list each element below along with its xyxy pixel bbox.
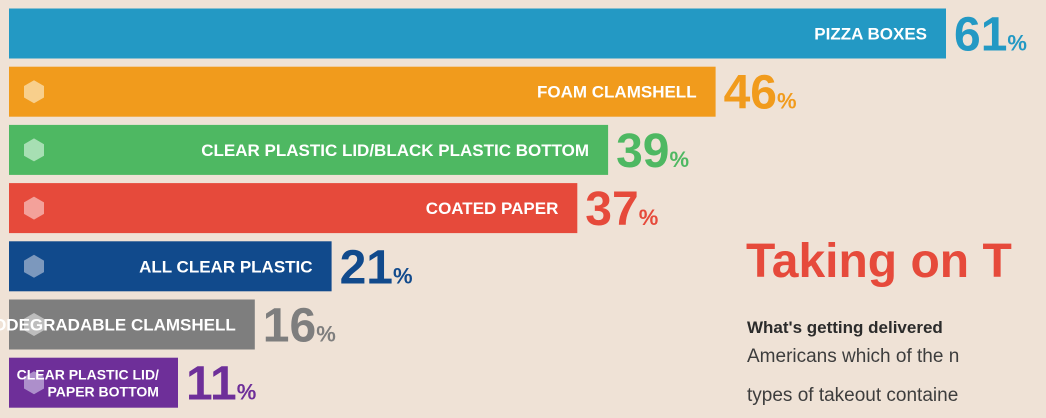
- value-label: 46%: [724, 67, 797, 120]
- value-label: 61%: [954, 9, 1027, 62]
- bar-label: ALL CLEAR PLASTIC: [139, 257, 312, 276]
- bar-group: COATED PAPER 37%: [9, 183, 658, 236]
- hexagon-icon: [24, 138, 44, 162]
- bar: [9, 66, 716, 117]
- bar-label: PIZZA BOXES: [814, 25, 927, 44]
- value-label: 21%: [340, 241, 413, 294]
- bar-label: COATED PAPER: [426, 199, 559, 218]
- bar: [9, 241, 332, 292]
- value-label: 11%: [186, 358, 256, 411]
- bar-group: CLEAR PLASTIC LID/BLACK PLASTIC BOTTOM 39…: [9, 125, 689, 178]
- bar-group: CLEAR PLASTIC LID/PAPER BOTTOM 11%: [9, 357, 256, 411]
- value-label: 37%: [585, 183, 658, 236]
- intro-heading: What's getting delivered: [747, 318, 943, 337]
- hexagon-icon: [24, 371, 44, 395]
- bar-group: BIODEGRADABLE CLAMSHELL 16%: [0, 299, 336, 353]
- bar: [9, 299, 255, 350]
- hexagon-icon: [24, 254, 44, 278]
- hexagon-icon: [24, 196, 44, 220]
- bar-label: CLEAR PLASTIC LID/PAPER BOTTOM: [17, 367, 159, 400]
- value-label: 39%: [616, 125, 689, 178]
- intro-text-line-2: types of takeout containe: [747, 385, 959, 406]
- bar-group: FOAM CLAMSHELL 46%: [9, 66, 797, 120]
- bar-label: CLEAR PLASTIC LID/BLACK PLASTIC BOTTOM: [201, 141, 589, 160]
- bar-group: ALL CLEAR PLASTIC 21%: [9, 241, 413, 294]
- bar: [9, 183, 578, 234]
- bar-label: FOAM CLAMSHELL: [537, 83, 697, 102]
- value-label: 16%: [263, 300, 336, 353]
- bar: [9, 8, 946, 59]
- page-title: Taking on T: [746, 235, 1012, 288]
- hexagon-icon: [24, 80, 44, 104]
- intro-text-line-1: Americans which of the n: [747, 346, 960, 367]
- bar-group: PIZZA BOXES 61%: [9, 8, 1027, 62]
- bar-label: BIODEGRADABLE CLAMSHELL: [0, 316, 236, 335]
- bar: [9, 124, 609, 175]
- hexagon-icon: [24, 313, 44, 336]
